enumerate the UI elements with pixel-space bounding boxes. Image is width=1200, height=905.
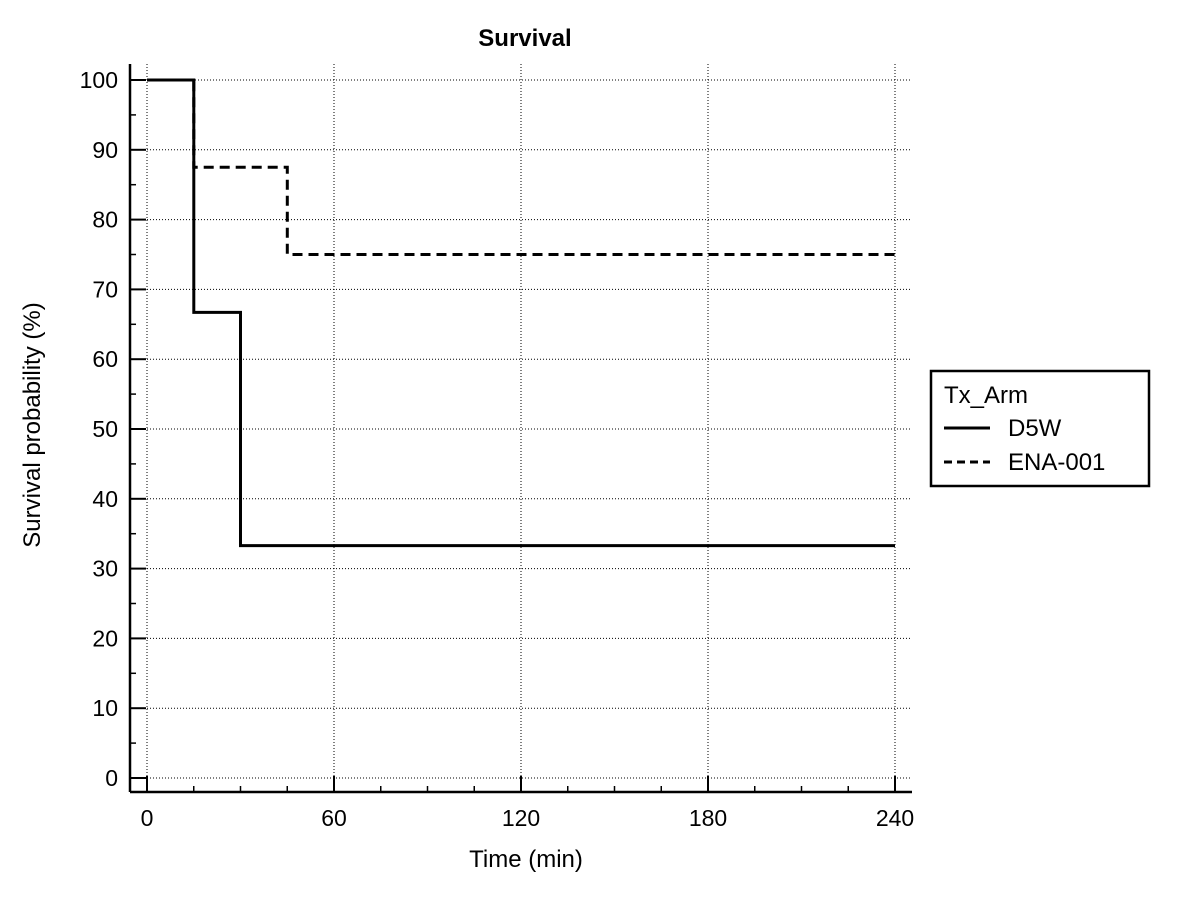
x-tick-label: 60 (321, 805, 347, 831)
legend-title: Tx_Arm (944, 382, 1028, 409)
y-tick-label: 40 (92, 486, 118, 512)
y-tick-label: 30 (92, 556, 118, 582)
y-tick-label: 50 (92, 416, 118, 442)
legend-label-0: D5W (1008, 415, 1062, 442)
legend-entries: D5W ENA-001 (944, 415, 1105, 476)
y-tick-label: 80 (92, 207, 118, 233)
y-axis-label: Survival probability (%) (19, 302, 46, 547)
x-tick-label: 120 (502, 805, 540, 831)
y-tick-label: 20 (92, 625, 118, 651)
y-tick-label: 90 (92, 137, 118, 163)
y-tick-label: 70 (92, 276, 118, 302)
y-tick-label: 100 (80, 67, 118, 93)
series-layer (147, 78, 895, 548)
x-axis-label: Time (min) (469, 846, 583, 873)
grid-layer (146, 64, 912, 792)
chart-title: Survival (478, 25, 571, 52)
ticks-layer: 0 10 20 30 40 50 60 70 80 90 100 0 60 120 180 240 (80, 67, 915, 831)
y-tick-label: 60 (92, 346, 118, 372)
y-tick-label: 0 (105, 765, 118, 791)
legend-label-1: ENA-001 (1008, 449, 1105, 476)
x-tick-label: 180 (689, 805, 727, 831)
series-line-1 (147, 78, 895, 256)
y-tick-label: 10 (92, 695, 118, 721)
x-tick-label: 0 (141, 805, 154, 831)
legend: Tx_Arm D5W ENA-001 (929, 369, 1151, 488)
x-tick-label: 240 (876, 805, 914, 831)
